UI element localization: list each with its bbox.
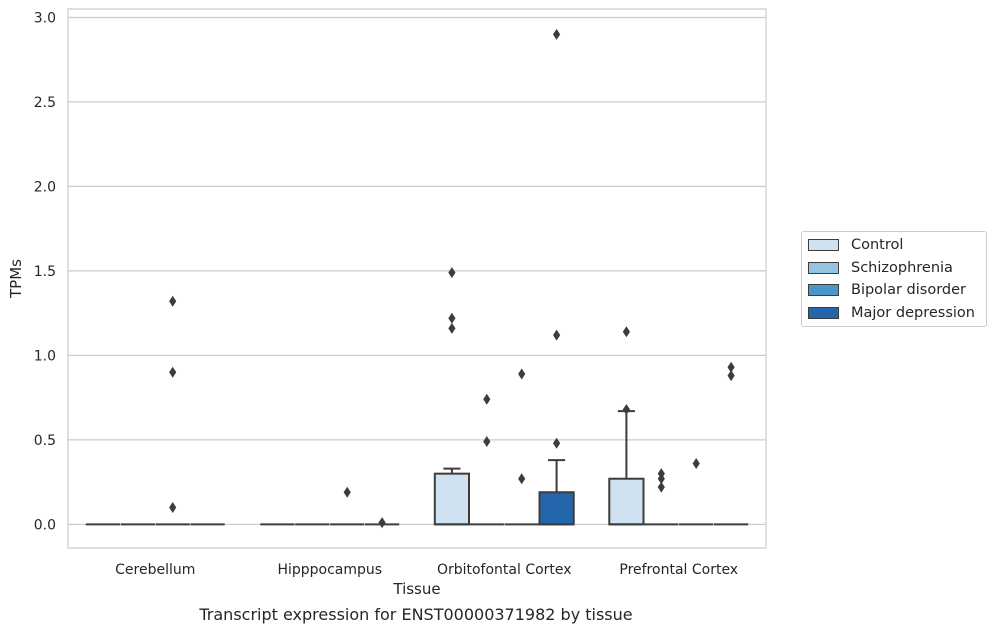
x-tick-labels: Cerebellum Hipppocampus Orbitofontal Corte… <box>115 562 738 578</box>
outlier-point <box>553 329 561 341</box>
x-tick-label: Prefrontal Cortex <box>619 562 738 578</box>
y-axis-title: TPMs <box>7 259 25 299</box>
outliers <box>169 28 735 529</box>
outlier-point <box>343 486 351 498</box>
grid-lines <box>68 16 766 525</box>
outlier-point <box>378 517 386 529</box>
plot-frame <box>67 8 767 549</box>
legend-swatch <box>808 307 839 319</box>
outlier-point <box>727 361 735 373</box>
x-tick-label: Orbitofontal Cortex <box>437 562 572 578</box>
outlier-point <box>692 458 700 470</box>
outlier-point <box>622 326 630 338</box>
legend-label: Bipolar disorder <box>851 282 966 298</box>
legend-item-major-depression: Major depression <box>808 303 975 323</box>
outlier-point <box>169 295 177 307</box>
x-axis-title: Tissue <box>392 580 440 598</box>
outlier-point <box>483 436 491 448</box>
y-tick-label: 3.0 <box>34 10 56 26</box>
figure-caption: Transcript expression for ENST0000037198… <box>199 605 633 624</box>
legend-item-schizophrenia: Schizophrenia <box>808 258 953 278</box>
outlier-point <box>622 403 630 415</box>
outlier-point <box>448 312 456 324</box>
y-tick-label: 1.5 <box>34 264 56 280</box>
outlier-point <box>657 473 665 485</box>
outlier-point <box>483 393 491 405</box>
box <box>608 477 645 526</box>
legend-swatch <box>808 239 839 251</box>
y-tick-label: 0.0 <box>34 517 56 533</box>
outlier-point <box>518 473 526 485</box>
outlier-point <box>448 267 456 279</box>
box <box>538 491 575 526</box>
y-tick-label: 2.5 <box>34 95 56 111</box>
legend-label: Schizophrenia <box>851 260 953 276</box>
legend-item-bipolar-disorder: Bipolar disorder <box>808 280 966 300</box>
legend-swatch <box>808 262 839 274</box>
legend: Control Schizophrenia Bipolar disorder M… <box>801 231 987 327</box>
y-tick-label: 1.0 <box>34 348 56 364</box>
outlier-point <box>657 481 665 493</box>
legend-swatch <box>808 284 839 296</box>
outlier-point <box>169 366 177 378</box>
boxes <box>85 410 749 526</box>
outlier-point <box>553 28 561 40</box>
outlier-point <box>727 370 735 382</box>
outlier-point <box>169 501 177 513</box>
y-tick-label: 0.5 <box>34 433 56 449</box>
legend-item-control: Control <box>808 235 903 255</box>
legend-label: Major depression <box>851 305 975 321</box>
y-tick-labels: 0.0 0.5 1.0 1.5 2.0 2.5 3.0 <box>34 10 56 533</box>
x-tick-label: Hipppocampus <box>277 562 382 578</box>
outlier-point <box>518 368 526 380</box>
outlier-point <box>448 322 456 334</box>
legend-label: Control <box>851 237 904 253</box>
box <box>433 472 471 526</box>
x-tick-label: Cerebellum <box>115 562 195 578</box>
y-tick-label: 2.0 <box>34 179 56 195</box>
outlier-point <box>553 437 561 449</box>
